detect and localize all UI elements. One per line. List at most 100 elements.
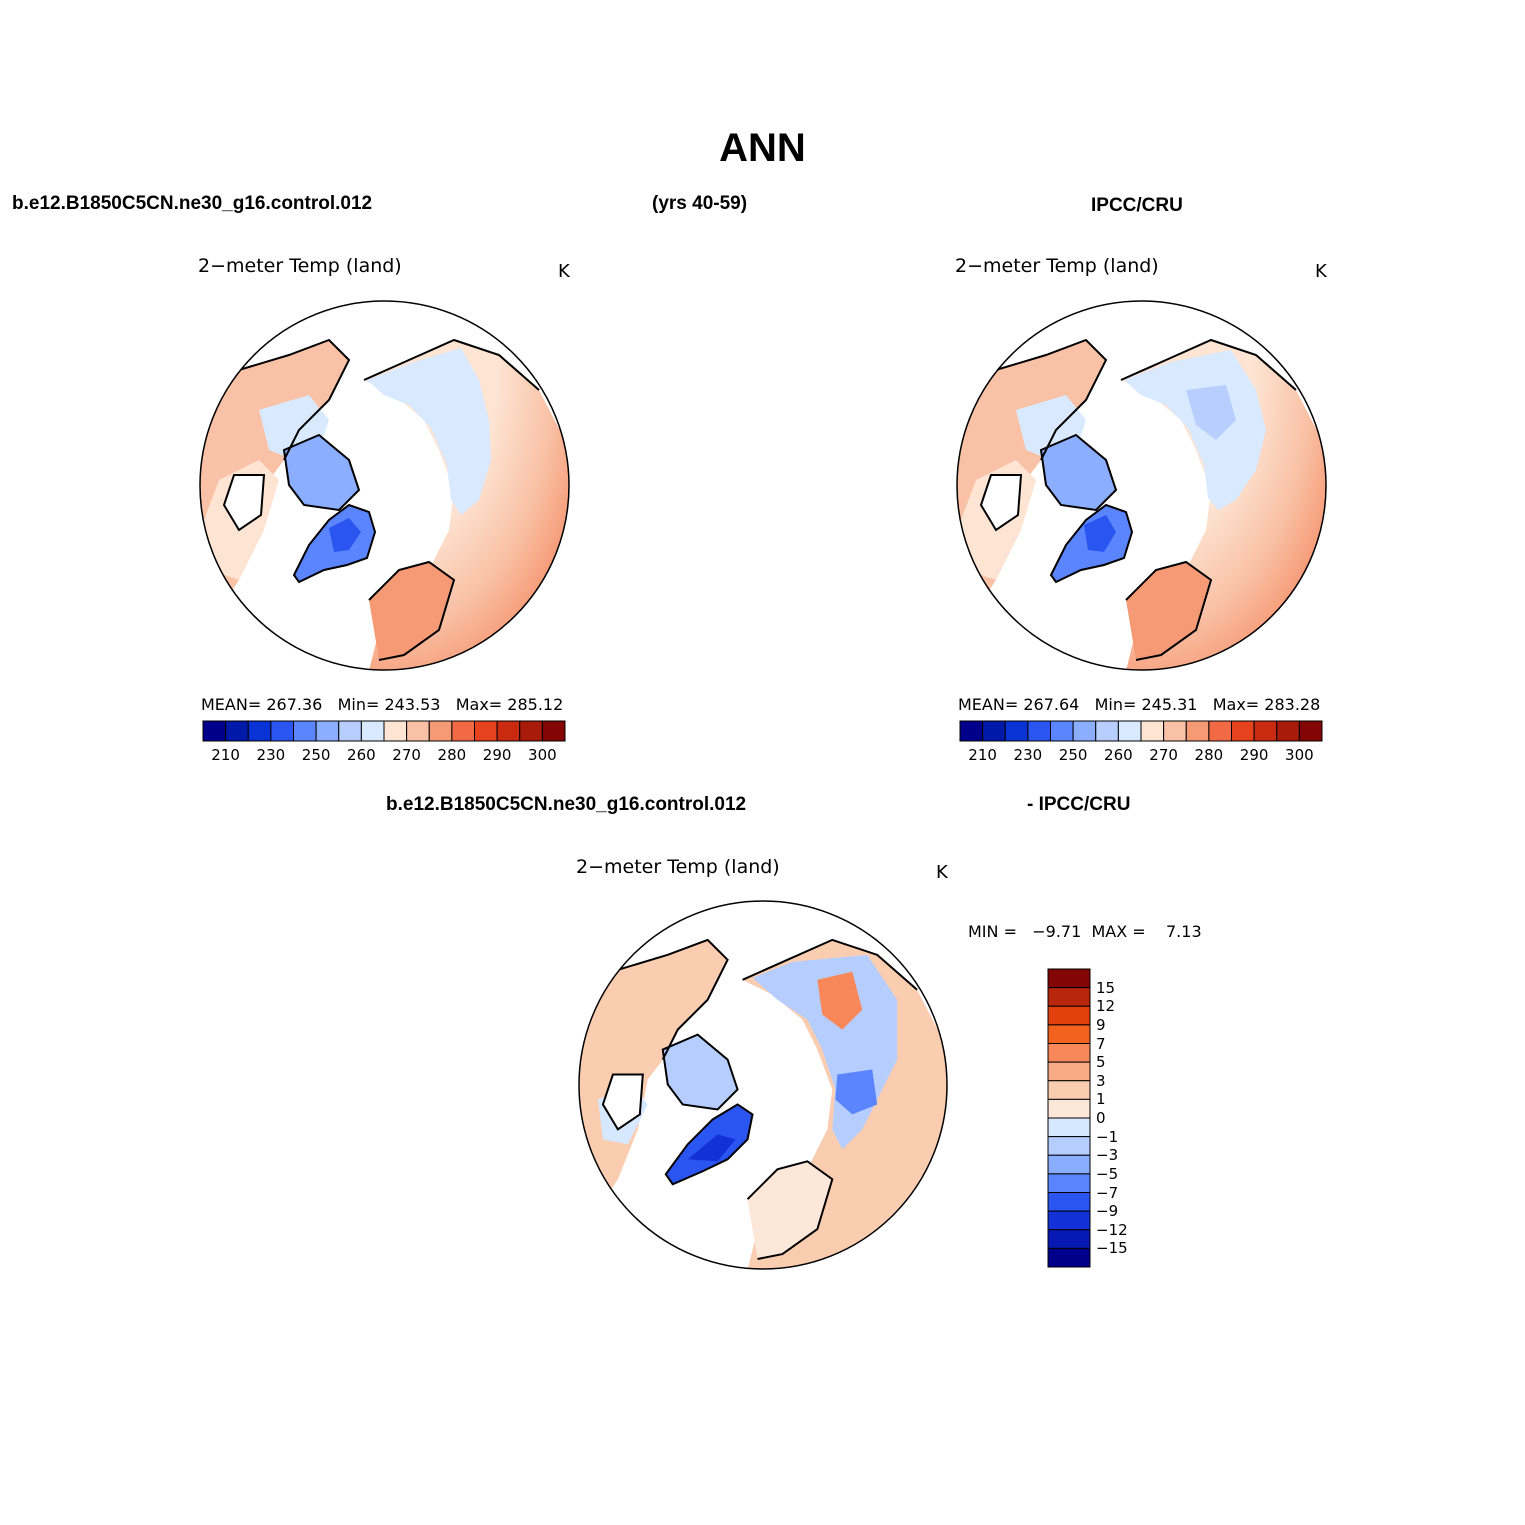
siberia-cold-region [1124, 350, 1266, 510]
diff-minus-obs: - IPCC/CRU [1027, 794, 1131, 815]
colorbar-swatch [270, 720, 294, 742]
colorbar-swatch [451, 720, 475, 742]
colorbar-swatch [1117, 720, 1142, 742]
colorbar-tick-label: 270 [392, 746, 421, 764]
mean-label: MEAN= [958, 695, 1019, 714]
colorbar-swatch [1047, 1136, 1091, 1156]
colorbar-difference-labels: 15 12 9 7 5 3 1 0 −1 −3 −5 −7 −9 −12 −15 [1096, 969, 1156, 1267]
colorbar-tick-label: 250 [1058, 746, 1088, 764]
colorbar-obs [959, 720, 1323, 742]
colorbar-swatch [1047, 1098, 1091, 1119]
mean-value: 267.64 [1023, 695, 1080, 714]
colorbar-swatch [360, 720, 385, 742]
colorbar-swatch [1047, 1005, 1091, 1026]
colorbar-tick-label: 12 [1096, 997, 1116, 1016]
colorbar-tick-label: 250 [301, 746, 331, 764]
colorbar-swatch [1276, 720, 1300, 742]
colorbar-tick-label: 300 [528, 746, 557, 764]
colorbar-swatch [338, 720, 362, 742]
hudson-bay [224, 475, 264, 530]
colorbar-tick-label: 280 [1194, 746, 1224, 764]
colorbar-swatch [496, 720, 521, 742]
colorbar-swatch [247, 720, 272, 742]
panel-obs-title: 2−meter Temp (land) [955, 255, 1159, 277]
siberia-warm-anomaly [817, 971, 863, 1030]
panel-diff-units: K [936, 862, 948, 883]
colorbar-swatch [1298, 720, 1323, 742]
colorbar-swatch [1004, 720, 1029, 742]
polar-map-model [199, 300, 570, 671]
colorbar-swatch [1231, 720, 1255, 742]
colorbar-swatch [1047, 1061, 1091, 1082]
min-value: 245.31 [1141, 695, 1198, 714]
colorbar-tick-label: 290 [482, 746, 512, 764]
panel-model-title: 2−meter Temp (land) [198, 255, 402, 277]
colorbar-swatch [541, 720, 566, 742]
panel-obs-units: K [1315, 261, 1327, 282]
panel-diff-title: 2−meter Temp (land) [576, 856, 780, 878]
colorbar-swatch [1253, 720, 1278, 742]
colorbar-tick-label: 5 [1096, 1053, 1106, 1072]
colorbar-tick-label: 210 [968, 746, 997, 764]
greenland-core [687, 1134, 736, 1162]
colorbar-tick-label: 230 [1013, 746, 1043, 764]
colorbar-swatch [519, 720, 543, 742]
colorbar-swatch [1047, 1154, 1091, 1175]
colorbar-swatch [1047, 968, 1091, 989]
scandinavia-landmass [1126, 562, 1211, 660]
colorbar-tick-label: 300 [1285, 746, 1314, 764]
greenland-core [329, 518, 361, 552]
mean-value: 267.36 [266, 695, 323, 714]
colorbar-swatch [1047, 1043, 1091, 1063]
colorbar-swatch [406, 720, 430, 742]
colorbar-tick-label: −5 [1096, 1164, 1119, 1183]
colorbar-swatch [293, 720, 317, 742]
colorbar-tick-label: 3 [1096, 1071, 1106, 1090]
header-case-name: b.e12.B1850C5CN.ne30_g16.control.012 [12, 193, 373, 214]
hudson-bay [602, 1074, 643, 1130]
colorbar-swatch [982, 720, 1006, 742]
max-label: MAX = [1091, 922, 1146, 941]
colorbar-tick-label: 7 [1096, 1034, 1106, 1053]
colorbar-swatch [1047, 1080, 1091, 1100]
min-value: −9.71 [1032, 922, 1082, 941]
east-siberia-cold-anomaly [835, 1069, 878, 1115]
figure-title: ANN [719, 126, 806, 170]
colorbar-model-labels: 210 230 250 260 270 280 290 300 [203, 746, 565, 766]
polar-map-obs [956, 300, 1327, 671]
colorbar-swatch [1095, 720, 1119, 742]
colorbar-difference [1047, 968, 1091, 1268]
colorbar-swatch [1047, 1024, 1091, 1044]
colorbar-tick-label: 260 [347, 746, 376, 764]
colorbar-tick-label: −12 [1096, 1220, 1128, 1239]
colorbar-tick-label: −15 [1096, 1239, 1128, 1258]
colorbar-swatch [1047, 1117, 1091, 1138]
siberia-cold-region [367, 348, 491, 515]
colorbar-swatch [1047, 1210, 1091, 1231]
colorbar-tick-label: −9 [1096, 1202, 1119, 1221]
colorbar-swatch [1050, 720, 1074, 742]
colorbar-swatch [1185, 720, 1210, 742]
colorbar-tick-label: 0 [1096, 1109, 1106, 1127]
colorbar-swatch [1072, 720, 1097, 742]
colorbar-swatch [1047, 1229, 1091, 1249]
colorbar-tick-label: −7 [1096, 1183, 1119, 1202]
panel-model-stats: MEAN= 267.36 Min= 243.53 Max= 285.12 [201, 695, 563, 714]
header-years: (yrs 40-59) [652, 193, 748, 214]
colorbar-swatch [1047, 1192, 1091, 1212]
colorbar-model [202, 720, 566, 742]
colorbar-tick-label: 15 [1096, 978, 1116, 997]
min-label: MIN = [968, 922, 1017, 941]
colorbar-tick-label: 9 [1096, 1015, 1106, 1034]
diff-case-name: b.e12.B1850C5CN.ne30_g16.control.012 [386, 794, 747, 815]
colorbar-swatch [1047, 987, 1091, 1007]
colorbar-swatch [959, 720, 984, 742]
colorbar-swatch [1027, 720, 1051, 742]
colorbar-swatch [225, 720, 249, 742]
min-label: Min= [337, 695, 380, 714]
max-value: 283.28 [1264, 695, 1321, 714]
colorbar-tick-label: 210 [211, 746, 240, 764]
colorbar-tick-label: −1 [1096, 1127, 1119, 1146]
colorbar-tick-label: 1 [1096, 1090, 1106, 1109]
scandinavia-landmass [369, 562, 454, 660]
